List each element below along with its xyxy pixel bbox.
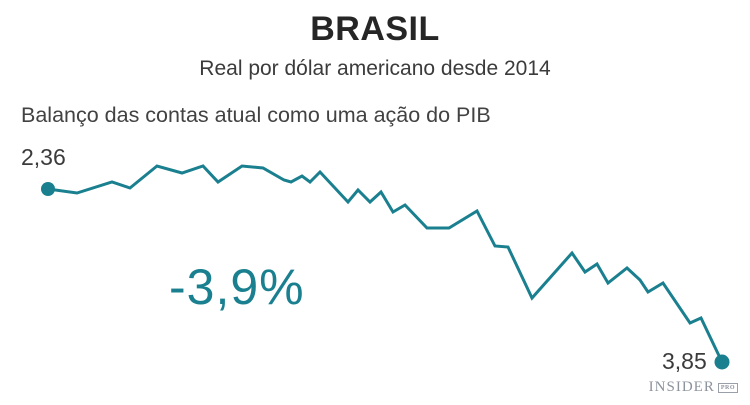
end-value-label: 3,85: [662, 348, 707, 374]
rate-line: [46, 164, 724, 364]
page-subtitle: Real por dólar americano desde 2014: [199, 57, 551, 80]
end-point-marker: [714, 354, 730, 370]
logo-pro-badge: PRO: [717, 382, 738, 393]
page-title: BRASIL: [310, 10, 440, 48]
change-percentage: -3,9%: [169, 259, 305, 315]
chart-note: Balanço das contas atual como uma ação d…: [21, 103, 491, 127]
logo-wordmark: INSIDER: [648, 379, 715, 395]
start-value-label: 2,36: [21, 144, 66, 170]
insider-pro-logo: INSIDER PRO: [649, 379, 738, 396]
start-point-marker: [41, 182, 55, 196]
